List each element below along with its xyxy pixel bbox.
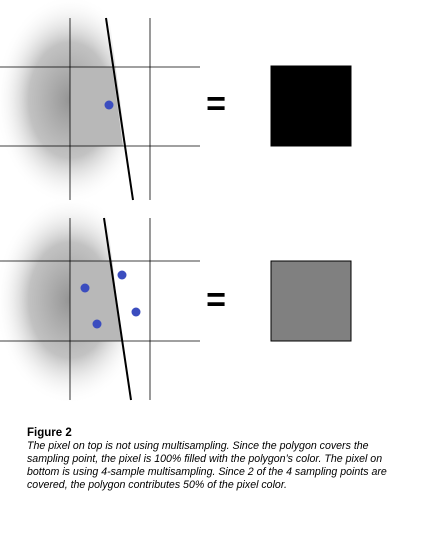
- top-equals-sign: =: [206, 85, 226, 123]
- bottom-sample-point: [131, 307, 141, 317]
- figure-caption: Figure 2 The pixel on top is not using m…: [27, 426, 407, 492]
- caption-text: The pixel on top is not using multisampl…: [27, 440, 387, 491]
- bottom-result-pixel: [270, 260, 352, 342]
- bottom-covered-area: [70, 261, 122, 341]
- top-grid: [0, 18, 200, 200]
- bottom-sample-point: [80, 283, 90, 293]
- top-panel: =: [0, 0, 352, 201]
- top-covered-area: [70, 67, 123, 146]
- bottom-pixel-fill: [70, 261, 122, 341]
- bottom-grid: [0, 218, 200, 400]
- bottom-sample-point: [117, 270, 127, 280]
- bottom-polygon-edge: [103, 217, 132, 401]
- top-sample-point: [104, 100, 114, 110]
- caption-title: Figure 2: [27, 427, 72, 439]
- bottom-equals-sign: =: [206, 281, 226, 319]
- top-polygon-edge: [105, 17, 134, 201]
- bottom-panel: =: [0, 200, 352, 405]
- bottom-sample-point: [92, 319, 102, 329]
- top-result-pixel: [270, 65, 352, 147]
- top-pixel-fill: [70, 67, 123, 146]
- multisampling-diagram: = =: [0, 0, 352, 405]
